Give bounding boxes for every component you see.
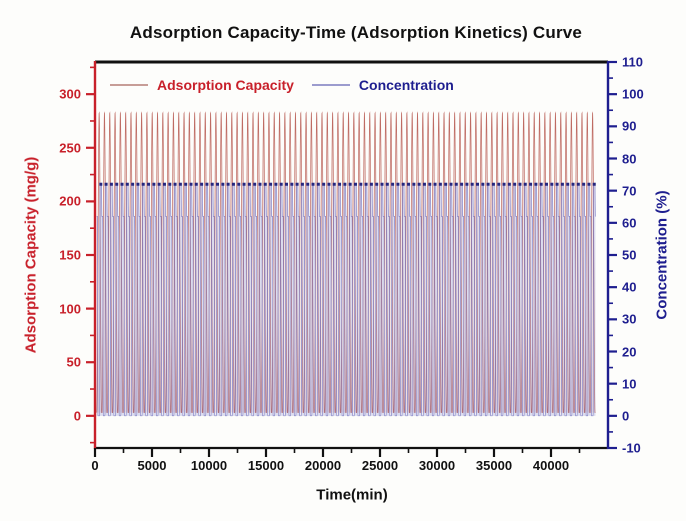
x-tick-label: 30000: [418, 458, 456, 473]
y-axis-label-left: Adsorption Capacity (mg/g): [22, 156, 40, 354]
y-left-tick-label: 200: [59, 193, 81, 209]
x-tick-label: 25000: [361, 458, 399, 473]
x-tick-label: 0: [91, 458, 99, 473]
y-left-tick-label: 100: [59, 301, 81, 317]
y-left-tick-label: 250: [59, 140, 81, 156]
x-tick-label: 35000: [475, 458, 513, 473]
y-left-tick-label: 0: [73, 408, 81, 424]
y-right-tick-label: 100: [622, 86, 644, 102]
x-tick-label: 40000: [532, 458, 570, 473]
y-right-tick-label: 70: [622, 183, 637, 199]
y-left-tick-label: 300: [59, 86, 81, 102]
legend-line-swatch-red: [110, 84, 148, 86]
y-axis-label-right: Concentration (%): [653, 190, 671, 320]
y-right-tick-label: 80: [622, 151, 637, 166]
legend-item-concentration: Concentration: [311, 77, 454, 93]
y-right-tick-label: 50: [622, 247, 637, 263]
legend-line-swatch-blue: [311, 84, 350, 86]
legend-label: Concentration: [358, 77, 454, 93]
x-tick-label: 15000: [247, 458, 285, 473]
legend: Adsorption Capacity Concentration: [110, 77, 454, 93]
y-left-tick-label: 50: [66, 354, 81, 370]
y-right-tick-label: 10: [622, 376, 637, 392]
y-right-tick-label: 20: [622, 344, 637, 359]
x-axis-label: Time(min): [316, 486, 388, 504]
y-right-tick-label: 40: [622, 279, 637, 295]
y-right-tick-label: 0: [622, 408, 630, 424]
legend-label: Adsorption Capacity: [157, 77, 294, 93]
y-right-tick-label: -10: [622, 440, 641, 456]
y-left-tick-label: 150: [59, 247, 81, 263]
x-tick-label: 10000: [190, 458, 228, 473]
y-right-tick-label: 60: [622, 215, 637, 231]
y-right-tick-label: 90: [622, 118, 637, 134]
y-right-tick-label: 110: [622, 54, 643, 70]
chart-title: Adsorption Capacity-Time (Adsorption Kin…: [129, 23, 583, 42]
y-right-tick-label: 30: [622, 311, 637, 327]
x-tick-label: 20000: [304, 458, 342, 473]
legend-item-adsorption-capacity: Adsorption Capacity: [110, 77, 294, 93]
x-tick-label: 5000: [137, 458, 167, 473]
